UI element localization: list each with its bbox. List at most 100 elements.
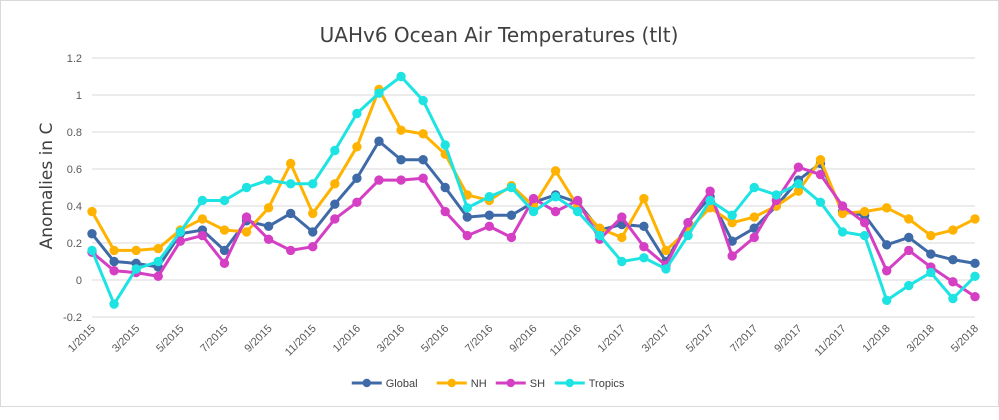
legend: Global NH SH Tropics: [351, 378, 625, 390]
y-tick-label: 0.4: [67, 201, 82, 213]
legend-item-sh: SH: [495, 378, 545, 390]
data-point-sh: [793, 162, 804, 172]
y-tick-label: 1.2: [67, 53, 82, 65]
data-point-sh: [815, 169, 826, 180]
data-point-tropics: [131, 264, 141, 274]
data-point-tropics: [550, 192, 561, 202]
data-point-sh: [683, 217, 693, 228]
data-point-nh: [926, 230, 936, 241]
data-point-tropics: [440, 140, 450, 150]
data-point-sh: [506, 232, 517, 243]
data-point-nh: [131, 245, 141, 256]
y-tick-label: 0: [76, 275, 82, 287]
data-point-nh: [418, 129, 428, 139]
data-point-tropics: [153, 256, 163, 267]
legend-marker-nh: [447, 378, 456, 388]
data-point-sh: [572, 195, 583, 206]
data-point-tropics: [705, 195, 715, 206]
data-point-tropics: [617, 256, 627, 267]
data-point-tropics: [572, 206, 583, 217]
data-point-tropics: [970, 271, 980, 281]
data-point-sh: [396, 175, 406, 185]
data-point-sh: [462, 230, 472, 241]
data-point-tropics: [683, 230, 693, 241]
data-point-tropics: [219, 195, 230, 206]
data-point-tropics: [330, 145, 340, 156]
data-point-global: [970, 258, 980, 269]
data-point-sh: [330, 214, 340, 224]
data-point-tropics: [263, 175, 274, 185]
data-point-global: [109, 256, 119, 267]
data-point-tropics: [882, 295, 892, 306]
data-point-tropics: [948, 293, 958, 304]
data-point-tropics: [904, 280, 914, 291]
data-point-global: [352, 173, 362, 183]
data-point-sh: [241, 212, 252, 222]
data-point-nh: [859, 206, 870, 217]
data-point-nh: [308, 208, 318, 219]
data-point-sh: [859, 217, 870, 228]
data-point-tropics: [727, 210, 737, 220]
legend-label-nh: NH: [471, 378, 487, 390]
data-point-sh: [418, 173, 428, 183]
data-point-nh: [749, 212, 759, 222]
y-tick-label: -0.2: [63, 312, 82, 324]
data-point-sh: [197, 230, 208, 241]
gridlines: [92, 57, 975, 318]
data-point-global: [418, 155, 428, 165]
data-point-tropics: [175, 227, 186, 237]
y-tick-label: 0.6: [67, 164, 82, 176]
data-point-tropics: [595, 230, 605, 241]
data-point-sh: [308, 242, 318, 252]
data-point-nh: [285, 158, 296, 169]
data-point-sh: [882, 266, 892, 276]
data-point-tropics: [528, 206, 539, 217]
y-tick-label: 1: [76, 90, 82, 102]
data-point-sh: [904, 245, 914, 256]
data-point-tropics: [639, 253, 649, 263]
data-point-tropics: [771, 190, 782, 200]
data-point-tropics: [352, 108, 362, 119]
data-point-sh: [175, 236, 186, 246]
data-point-tropics: [418, 95, 428, 106]
y-axis-ticks: -0.2 0 0.2 0.4 0.6 0.8 1 1.2: [63, 53, 82, 324]
data-point-tropics: [661, 264, 671, 274]
data-point-tropics: [285, 179, 296, 189]
data-point-nh: [550, 166, 561, 176]
data-point-sh: [639, 242, 649, 252]
data-point-global: [484, 210, 495, 220]
data-point-global: [926, 249, 936, 259]
data-point-sh: [352, 197, 362, 208]
data-point-sh: [263, 234, 274, 245]
data-point-nh: [617, 232, 627, 243]
data-point-tropics: [374, 88, 384, 98]
data-point-nh: [396, 125, 406, 135]
data-point-nh: [109, 245, 119, 256]
data-point-nh: [970, 214, 980, 224]
data-point-tropics: [308, 179, 318, 189]
legend-marker-global: [362, 378, 371, 388]
data-point-tropics: [396, 71, 406, 82]
data-point-nh: [87, 206, 97, 217]
data-point-sh: [727, 251, 737, 261]
data-point-sh: [153, 271, 163, 281]
legend-label-tropics: Tropics: [589, 378, 625, 390]
data-point-nh: [661, 245, 671, 256]
chart-title: UAHv6 Ocean Air Temperatures (tlt): [320, 23, 679, 47]
data-point-sh: [374, 175, 384, 185]
legend-item-nh: NH: [436, 378, 487, 390]
data-point-tropics: [815, 197, 826, 208]
data-point-tropics: [462, 203, 472, 213]
series-tropics: [87, 71, 980, 309]
data-point-sh: [948, 277, 958, 287]
data-point-nh: [904, 214, 914, 224]
legend-marker-sh: [506, 378, 515, 388]
data-point-sh: [285, 245, 296, 256]
data-point-global: [308, 227, 318, 237]
data-point-sh: [550, 206, 561, 217]
y-tick-label: 0.2: [67, 238, 82, 250]
y-axis-title: Anomalies in C: [37, 123, 57, 250]
data-point-tropics: [926, 267, 936, 278]
data-point-tropics: [109, 299, 119, 309]
